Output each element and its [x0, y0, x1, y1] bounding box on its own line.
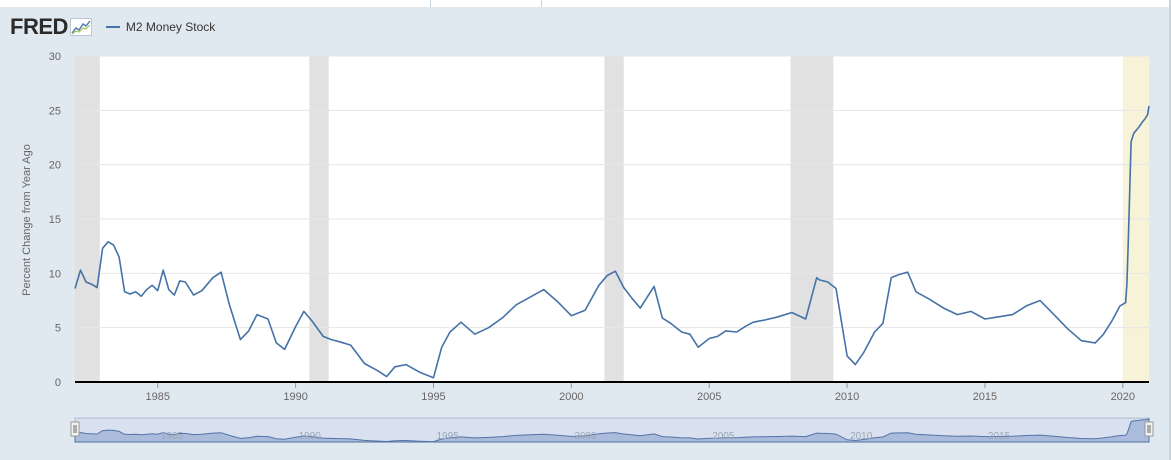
x-tick-label: 2020 [1111, 391, 1135, 403]
navigator-tick-label: 2015 [988, 431, 1011, 442]
y-axis-label: Percent Change from Year Ago [21, 144, 33, 296]
right-edge [1169, 0, 1171, 460]
y-tick-label: 15 [49, 214, 61, 226]
y-tick-label: 30 [49, 51, 61, 63]
x-tick-label: 2005 [697, 391, 721, 403]
navigator-tick-label: 2005 [712, 431, 735, 442]
x-tick-label: 2000 [559, 391, 583, 403]
chart-header: FRED M2 Money Stock [10, 14, 215, 40]
navigator-tick-label: 1990 [299, 431, 322, 442]
x-tick-label: 1990 [283, 391, 307, 403]
navigator-left-handle[interactable] [70, 421, 80, 437]
series-layer [74, 105, 1150, 379]
top-bar [0, 0, 1171, 7]
fred-logo[interactable]: FRED [10, 14, 68, 39]
series-line [74, 105, 1150, 379]
navigator-tick-label: 2000 [574, 431, 597, 442]
y-tick-label: 20 [49, 160, 61, 172]
legend-swatch [105, 26, 120, 28]
navigator-right-handle[interactable] [1144, 421, 1154, 437]
y-tick-label: 10 [49, 268, 61, 280]
y-tick-label: 0 [55, 377, 61, 389]
x-tick-label: 1985 [145, 391, 169, 403]
navigator-series-area [74, 417, 1150, 443]
x-tick-label: 2010 [835, 391, 859, 403]
navigator-tick-label: 1985 [161, 431, 184, 442]
grid-lines [75, 55, 1149, 329]
fred-graph-icon [69, 18, 92, 36]
handle-grip[interactable] [1144, 421, 1154, 437]
axes: 0 5 10 15 20 25 30 1985 1990 1995 2000 2005 2010 2015… [49, 51, 1149, 403]
top-bar-divider [541, 0, 542, 7]
range-navigator[interactable]: 1985 1990 1995 2000 2005 2010 2015 [70, 417, 1154, 443]
y-tick-label: 25 [49, 105, 61, 117]
legend-series-label[interactable]: M2 Money Stock [125, 20, 216, 34]
navigator-selection[interactable] [75, 418, 1149, 442]
y-tick-label: 5 [55, 323, 61, 335]
x-tick-label: 1995 [421, 391, 445, 403]
handle-grip[interactable] [70, 421, 80, 437]
navigator-tick-label: 1995 [436, 431, 459, 442]
x-tick-label: 2015 [973, 391, 997, 403]
top-bar-divider [430, 0, 431, 7]
navigator-tick-label: 2010 [850, 431, 873, 442]
